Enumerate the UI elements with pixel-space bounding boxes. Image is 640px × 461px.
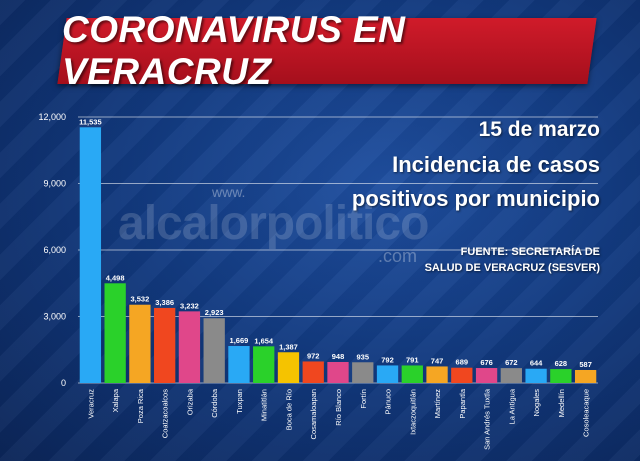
bar-value-label: 792	[381, 355, 394, 364]
bar	[228, 346, 250, 383]
x-tick-label: Cosoleacaque	[582, 389, 591, 437]
subtitle-line-2: positivos por municipio	[351, 186, 600, 211]
bar	[376, 365, 399, 383]
bar-value-label: 11,535	[79, 117, 102, 126]
bar-value-label: 1,387	[279, 342, 298, 351]
x-tick-label: Coatzacoalcos	[161, 389, 170, 438]
bar	[426, 366, 448, 383]
x-tick-label: Cosamaloapan	[309, 389, 318, 439]
bar	[401, 365, 423, 383]
watermark-main: alcalorpolitico	[118, 197, 429, 250]
x-tick-label: Xalapa	[111, 388, 120, 412]
subtitle-line-1: Incidencia de casos	[392, 152, 600, 177]
bar-value-label: 676	[480, 358, 493, 367]
x-tick-label: Tuxpan	[235, 389, 244, 414]
bar-value-label: 4,498	[106, 273, 125, 282]
bar	[352, 362, 374, 383]
x-tick-label: Papantla	[458, 388, 467, 418]
x-tick-label: San Andrés Tuxtla	[483, 388, 492, 450]
bar	[550, 369, 572, 383]
bar-value-label: 948	[332, 352, 345, 361]
bar-value-label: 747	[431, 356, 444, 365]
bar	[154, 307, 176, 383]
bar-value-label: 3,532	[131, 295, 150, 304]
x-tick-label: Nogales	[532, 389, 541, 417]
bar-value-label: 672	[505, 358, 518, 367]
x-tick-label: Orizaba	[185, 388, 194, 415]
bar	[129, 304, 151, 383]
y-tick-label: 6,000	[43, 245, 66, 255]
bar	[574, 369, 597, 383]
x-tick-label: Pánuco	[384, 389, 393, 414]
source-line-1: FUENTE: SECRETARÍA DE	[460, 246, 600, 258]
bar	[203, 318, 225, 383]
bar	[451, 367, 473, 383]
bar-value-label: 3,386	[155, 298, 174, 307]
y-tick-label: 12,000	[38, 112, 66, 122]
bar-value-label: 791	[406, 355, 419, 364]
x-tick-label: Boca de Río	[284, 389, 293, 430]
bar	[327, 361, 349, 383]
x-tick-label: Córdoba	[210, 388, 219, 418]
x-tick-label: Veracruz	[86, 389, 95, 419]
bar-value-label: 628	[555, 359, 568, 368]
bar-value-label: 972	[307, 351, 320, 360]
bar	[302, 361, 324, 383]
watermark-suffix: .com	[378, 246, 418, 266]
x-tick-label: Ixtaczoquitlán	[408, 389, 417, 435]
x-tick-label: Fortín	[359, 389, 368, 409]
y-tick-label: 3,000	[43, 312, 66, 322]
bar	[79, 127, 102, 384]
bar-value-label: 2,923	[205, 308, 224, 317]
x-tick-label: Medellín	[557, 389, 566, 417]
bar	[178, 311, 201, 383]
x-tick-label: Río Blanco	[334, 389, 343, 426]
bar-value-label: 587	[579, 360, 592, 369]
bar-value-label: 1,654	[254, 336, 274, 345]
bar-value-label: 3,232	[180, 301, 199, 310]
date-label: 15 de marzo	[478, 118, 600, 141]
x-tick-label: Minatitlán	[260, 389, 269, 421]
bar	[253, 346, 275, 383]
bar-value-label: 1,669	[230, 336, 249, 345]
source-line-2: SALUD DE VERACRUZ (SESVER)	[424, 262, 600, 274]
y-tick-label: 0	[61, 378, 66, 388]
y-tick-label: 9,000	[43, 179, 66, 189]
bar	[104, 283, 126, 383]
bar	[500, 368, 522, 383]
bar-value-label: 644	[530, 359, 543, 368]
x-tick-label: La Antigua	[507, 388, 516, 424]
bar	[475, 368, 498, 383]
bar-value-label: 689	[456, 358, 469, 367]
watermark-prefix: www.	[212, 184, 246, 200]
bar-value-label: 935	[357, 352, 370, 361]
x-tick-label: Poza Rica	[136, 388, 145, 423]
bar	[277, 352, 300, 383]
x-tick-label: Martínez	[433, 389, 442, 418]
bar	[525, 368, 547, 383]
